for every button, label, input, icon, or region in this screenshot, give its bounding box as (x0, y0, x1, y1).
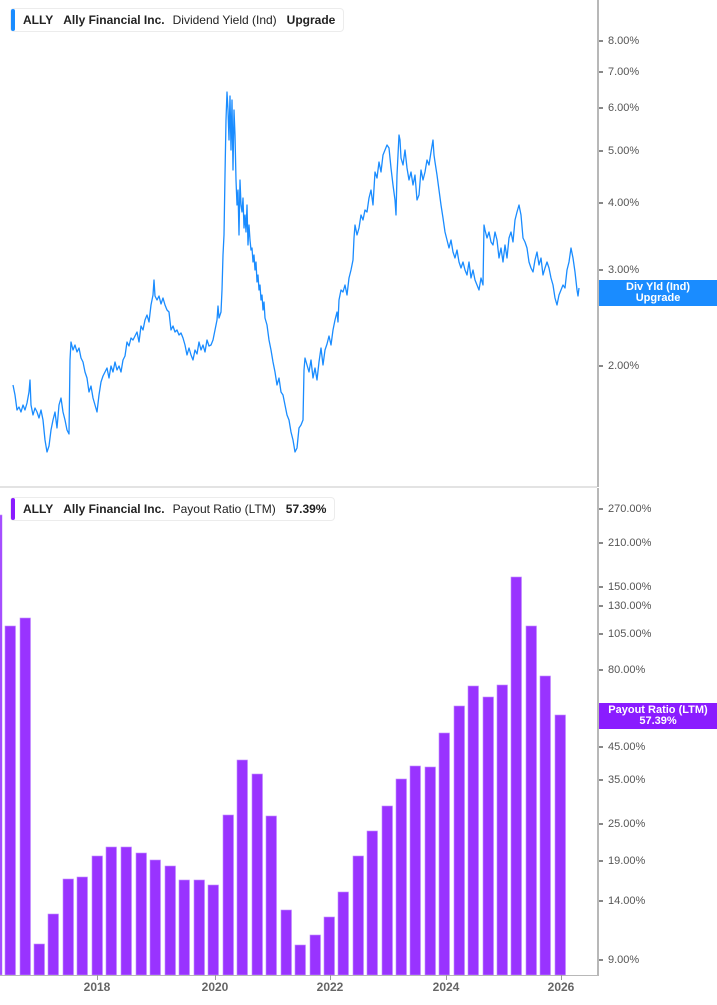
company-name: Ally Financial Inc. (63, 502, 165, 516)
price-tag-value: 57.39% (639, 715, 677, 727)
x-axis-label: 2020 (201, 980, 229, 994)
bar (193, 879, 205, 976)
bar (47, 913, 59, 976)
x-axis-label: 2018 (83, 980, 111, 994)
bar (265, 815, 277, 976)
bar (352, 855, 364, 976)
company-name: Ally Financial Inc. (63, 13, 165, 27)
dividend-yield-line-chart (12, 91, 580, 453)
price-tag-value: Upgrade (635, 292, 681, 304)
x-tick (561, 975, 562, 980)
upgrade-link[interactable]: Upgrade (286, 13, 336, 27)
bar (33, 943, 45, 976)
x-tick (330, 975, 331, 980)
y-axis-line (597, 488, 599, 976)
bar (395, 778, 407, 976)
bar (120, 846, 132, 976)
bar (0, 514, 3, 976)
bar (222, 814, 234, 976)
bar (482, 696, 494, 976)
x-tick (446, 975, 447, 980)
bar (178, 879, 190, 976)
bar (424, 766, 436, 976)
bar (381, 805, 393, 976)
bar (236, 759, 248, 976)
dividend-yield-panel: ALLY Ally Financial Inc. Dividend Yield … (0, 0, 717, 487)
bar (438, 732, 450, 976)
bar (280, 909, 292, 976)
bar (366, 830, 378, 976)
bar (467, 685, 479, 976)
x-tick (215, 975, 216, 980)
ticker-symbol: ALLY (23, 13, 54, 27)
payout-ratio-legend[interactable]: ALLY Ally Financial Inc. Payout Ratio (L… (10, 497, 336, 521)
metric-name: Dividend Yield (Ind) (172, 13, 277, 27)
bar (105, 846, 117, 976)
bar (525, 625, 537, 976)
bar (294, 944, 306, 976)
dividend-yield-line (12, 91, 580, 453)
metric-name: Payout Ratio (LTM) (172, 502, 276, 516)
bar (409, 765, 421, 976)
bar (91, 855, 103, 976)
bar (323, 916, 335, 976)
x-axis-label: 2026 (547, 980, 575, 994)
bar (510, 576, 522, 976)
ticker-symbol: ALLY (23, 502, 54, 516)
bar (4, 625, 16, 976)
bar (149, 859, 161, 976)
bar (309, 934, 321, 976)
price-tag-label: Payout Ratio (LTM) (608, 704, 708, 716)
series-color-indicator (11, 9, 15, 31)
bar (554, 714, 566, 976)
dividend-yield-legend[interactable]: ALLY Ally Financial Inc. Dividend Yield … (10, 8, 345, 32)
bar (496, 684, 508, 976)
x-tick (97, 975, 98, 980)
payout-ratio-price-tag: Payout Ratio (LTM) 57.39% (599, 703, 717, 729)
bar (62, 878, 74, 976)
metric-value: 57.39% (285, 502, 327, 516)
x-axis-label: 2022 (316, 980, 344, 994)
bar (453, 705, 465, 976)
bar (164, 865, 176, 976)
payout-bars (0, 514, 566, 976)
bar (135, 852, 147, 976)
bar (207, 884, 219, 976)
bar (539, 675, 551, 976)
x-axis-label: 2024 (432, 980, 460, 994)
series-color-indicator (11, 498, 15, 520)
y-axis-line (597, 0, 599, 487)
bar (337, 891, 349, 976)
bar (251, 773, 263, 976)
panel-divider[interactable] (0, 486, 597, 488)
dividend-yield-price-tag: Div Yld (Ind) Upgrade (599, 280, 717, 306)
bar (76, 876, 88, 976)
price-tag-label: Div Yld (Ind) (626, 281, 690, 293)
bar (19, 617, 31, 976)
